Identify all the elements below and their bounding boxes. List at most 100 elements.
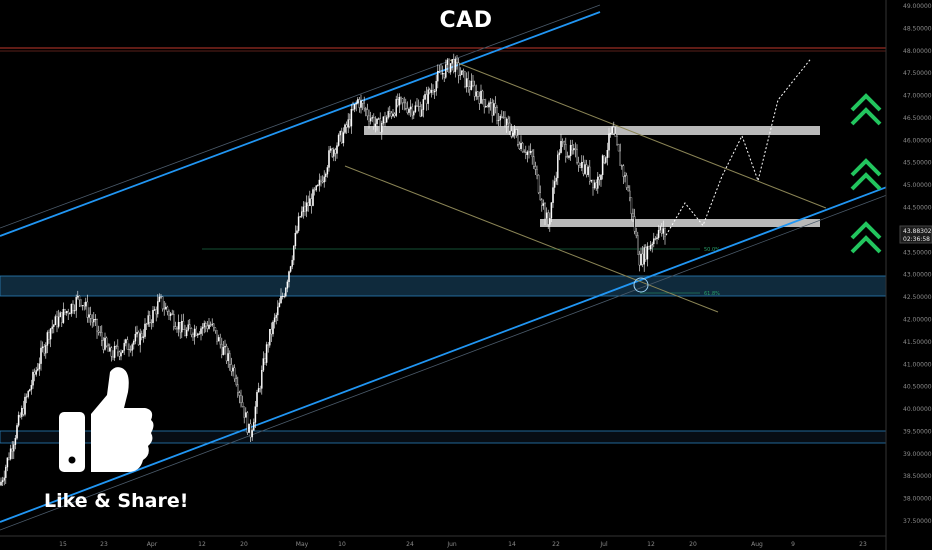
y-tick-label: 43.00000 bbox=[903, 272, 932, 279]
candle-body bbox=[245, 412, 247, 418]
candle-body bbox=[352, 109, 354, 110]
candle-body bbox=[376, 118, 378, 125]
candle-body bbox=[625, 175, 628, 188]
candle-body bbox=[161, 296, 164, 309]
candle-body bbox=[70, 303, 73, 314]
candle-body bbox=[496, 107, 498, 121]
candle-body bbox=[241, 402, 244, 407]
x-tick-label: 23 bbox=[100, 541, 108, 548]
candle-body bbox=[365, 108, 367, 110]
candle-body bbox=[288, 271, 290, 283]
candle-body bbox=[589, 166, 591, 182]
candle-body bbox=[643, 247, 645, 265]
candle-body bbox=[464, 71, 466, 88]
candle-body bbox=[374, 123, 377, 127]
candle-body bbox=[395, 99, 397, 116]
candle-body bbox=[283, 296, 285, 297]
candle-body bbox=[333, 149, 335, 157]
candle-body bbox=[133, 341, 135, 345]
candle-body bbox=[216, 330, 218, 342]
candle-body bbox=[525, 152, 527, 155]
candle-body bbox=[561, 141, 564, 143]
candle-body bbox=[253, 422, 255, 431]
candle-body bbox=[549, 218, 551, 225]
candle-body bbox=[118, 351, 121, 357]
candle-body bbox=[488, 102, 490, 108]
candle-body bbox=[158, 296, 161, 302]
candle-body bbox=[126, 339, 129, 350]
candle-body bbox=[187, 324, 189, 331]
candle-body bbox=[222, 347, 225, 355]
candle-body bbox=[501, 115, 503, 118]
candle-body bbox=[203, 323, 205, 328]
candle-body bbox=[179, 322, 181, 333]
y-tick-label: 45.00000 bbox=[903, 182, 932, 189]
candle-body bbox=[19, 414, 21, 417]
up-arrow-icon bbox=[850, 107, 882, 126]
candle-body bbox=[75, 297, 77, 311]
candle-body bbox=[137, 332, 140, 345]
last-price-label: 43.88302 bbox=[903, 228, 932, 235]
candle-body bbox=[621, 165, 623, 167]
candle-body bbox=[499, 115, 501, 121]
up-arrows bbox=[850, 93, 882, 254]
x-axis-ticks: 15 23 Apr 12 20 May 10 24 Jun 14 22 Jul 12 20 Aug 9 23 bbox=[59, 541, 867, 548]
candle-body bbox=[473, 85, 476, 97]
candle-body bbox=[120, 352, 122, 357]
candle-body bbox=[201, 327, 204, 329]
candle-body bbox=[249, 423, 252, 438]
candle-body bbox=[64, 309, 66, 314]
candle-body bbox=[182, 320, 185, 330]
candle-body bbox=[99, 332, 101, 334]
countdown-label: 02:36:58 bbox=[903, 236, 930, 243]
candle-body bbox=[493, 103, 495, 116]
candle-body bbox=[632, 213, 634, 217]
candle-body bbox=[627, 187, 629, 192]
y-tick-label: 39.00000 bbox=[903, 451, 932, 458]
candle-body bbox=[248, 423, 250, 433]
up-arrow-icon bbox=[850, 235, 882, 254]
candle-body bbox=[377, 118, 380, 120]
candle-body bbox=[593, 182, 596, 189]
candle-body bbox=[629, 190, 631, 198]
candle-body bbox=[27, 390, 29, 397]
candle-body bbox=[411, 106, 413, 116]
candle-body bbox=[238, 392, 241, 396]
candle-body bbox=[595, 182, 597, 189]
candle-body bbox=[459, 74, 461, 76]
candle-body bbox=[371, 117, 373, 119]
candle-body bbox=[422, 99, 425, 110]
candle-body bbox=[134, 333, 137, 342]
candle-body bbox=[613, 127, 615, 134]
candle-body bbox=[104, 337, 106, 350]
candle-body bbox=[611, 127, 613, 134]
x-tick-label: 20 bbox=[689, 541, 697, 548]
chart-title: CAD bbox=[439, 8, 493, 33]
candle-body bbox=[507, 118, 509, 124]
candle-body bbox=[408, 108, 410, 113]
candle-body bbox=[197, 333, 199, 336]
y-tick-label: 39.50000 bbox=[903, 428, 932, 435]
channel-upper-line-2 bbox=[0, 4, 601, 229]
falling-channel-lower bbox=[344, 165, 719, 313]
candle-body bbox=[424, 94, 426, 100]
candle-body bbox=[1, 480, 4, 483]
x-tick-label: Aug bbox=[751, 541, 763, 548]
candle-body bbox=[136, 332, 138, 335]
candle-body bbox=[200, 328, 202, 334]
candle-body bbox=[257, 388, 260, 393]
candle-body bbox=[635, 231, 637, 236]
y-tick-label: 46.50000 bbox=[903, 115, 932, 122]
x-tick-label: 20 bbox=[240, 541, 248, 548]
candle-body bbox=[502, 117, 505, 119]
candle-body bbox=[294, 232, 297, 247]
candle-body bbox=[453, 59, 455, 72]
candle-body bbox=[373, 117, 375, 127]
candle-body bbox=[528, 151, 530, 153]
candle-body bbox=[329, 148, 332, 151]
candle-body bbox=[176, 328, 178, 330]
candle-body bbox=[81, 305, 84, 306]
candle-body bbox=[131, 344, 133, 351]
candle-body bbox=[438, 71, 441, 72]
